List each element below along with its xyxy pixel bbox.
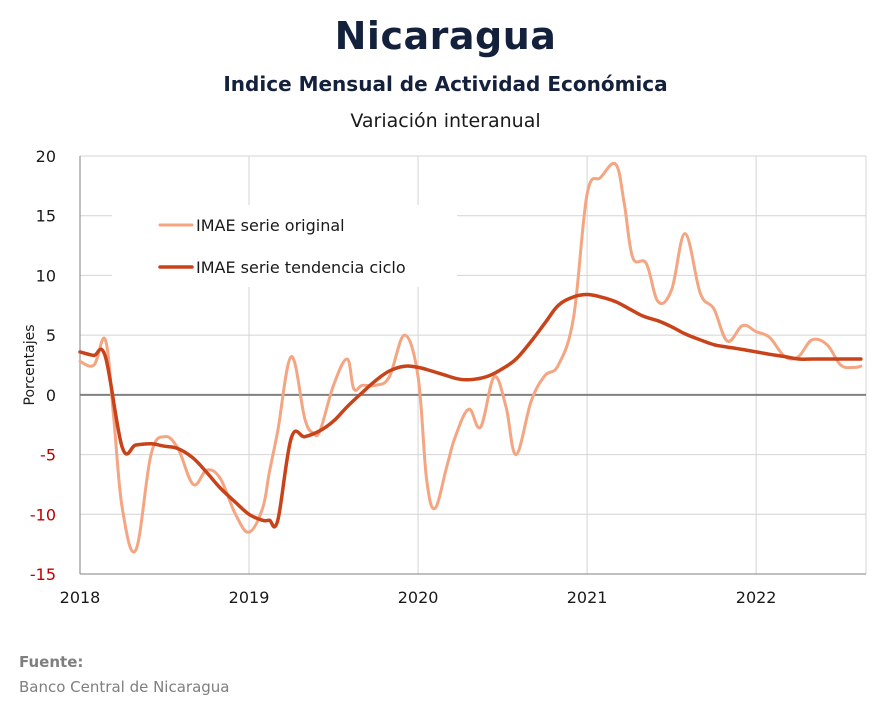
source-label: Fuente: [19, 653, 84, 671]
chart-subtitle: Indice Mensual de Actividad Económica [223, 72, 668, 96]
legend: IMAE serie original IMAE serie tendencia … [112, 205, 457, 287]
y-tick-label: -15 [30, 565, 56, 584]
chart-subsubtitle: Variación interanual [350, 110, 541, 132]
y-axis-label: Porcentajes [22, 324, 38, 405]
x-tick-labels: 2018 2019 2020 2021 2022 [60, 588, 777, 607]
y-tick-label: 20 [36, 147, 56, 166]
y-tick-label: 5 [46, 326, 56, 345]
series-group [78, 161, 863, 554]
series-line-tendencia-ciclo [78, 292, 863, 529]
x-tick-label: 2021 [567, 588, 608, 607]
axes [79, 156, 866, 575]
series-line-original [78, 161, 863, 554]
legend-label: IMAE serie tendencia ciclo [196, 258, 406, 277]
x-tick-label: 2019 [229, 588, 270, 607]
y-tick-label: 10 [36, 266, 56, 285]
x-tick-label: 2022 [736, 588, 777, 607]
chart-title: Nicaragua [334, 14, 557, 58]
y-tick-labels: 20 15 10 5 0 -5 -10 -15 [30, 147, 56, 584]
y-tick-label: -5 [40, 446, 56, 465]
y-tick-label: 15 [36, 207, 56, 226]
source-text: Banco Central de Nicaragua [19, 678, 230, 696]
legend-background [112, 205, 457, 287]
x-tick-label: 2020 [398, 588, 439, 607]
y-tick-label: 0 [46, 386, 56, 405]
y-tick-label: -10 [30, 505, 56, 524]
x-tick-label: 2018 [60, 588, 101, 607]
legend-label: IMAE serie original [196, 216, 345, 235]
